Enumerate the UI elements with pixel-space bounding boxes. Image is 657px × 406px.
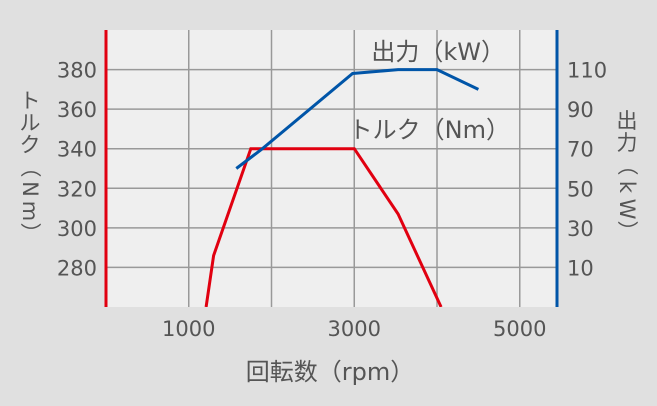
right-title-char: 出 (617, 109, 638, 133)
x-axis-ticks: 1000 3000 5000 (162, 317, 546, 341)
plot-area (106, 30, 557, 307)
right-axis-ticks: 110 90 70 50 30 10 (567, 59, 607, 281)
left-title-char: （ (18, 157, 42, 178)
gridlines (106, 30, 557, 307)
left-tick-label: 380 (57, 59, 97, 83)
right-title-char: 力 (617, 131, 638, 155)
x-tick-label: 3000 (328, 317, 381, 341)
torque-line (204, 147, 443, 307)
right-title-char: k (615, 181, 639, 194)
left-title-char: N (18, 181, 42, 197)
right-tick-label: 10 (567, 256, 594, 280)
left-tick-label: 360 (57, 98, 97, 122)
left-title-char: ク (20, 133, 41, 157)
data-series (204, 68, 480, 307)
right-axis-title: 出力（ kW） (615, 109, 639, 242)
x-tick-label: 5000 (493, 317, 546, 341)
left-axis-ticks: 380 360 340 320 300 280 (57, 59, 97, 281)
right-title-char: ） (615, 221, 639, 242)
right-tick-label: 70 (567, 138, 594, 162)
left-axis-title: トルク（ Nm） (18, 89, 42, 244)
left-title-char: ル (20, 111, 41, 135)
right-title-char: （ (615, 155, 639, 176)
right-tick-label: 90 (567, 98, 594, 122)
x-tick-label: 1000 (162, 317, 215, 341)
left-tick-label: 320 (57, 177, 97, 201)
torque-series-label: トルク（Nm） (349, 116, 510, 144)
left-title-char: ） (18, 223, 42, 244)
right-tick-label: 30 (567, 217, 594, 241)
right-tick-label: 50 (567, 177, 594, 201)
x-axis-title: 回転数（rpm） (246, 358, 414, 386)
right-tick-label: 110 (567, 59, 607, 83)
power-line (235, 68, 480, 170)
left-tick-label: 300 (57, 217, 97, 241)
left-tick-label: 280 (57, 256, 97, 280)
left-title-char: m (18, 201, 42, 221)
left-tick-label: 340 (57, 138, 97, 162)
power-series-label: 出力（kW） (371, 38, 505, 66)
left-title-char: ト (20, 89, 41, 113)
right-title-char: W (615, 199, 639, 220)
